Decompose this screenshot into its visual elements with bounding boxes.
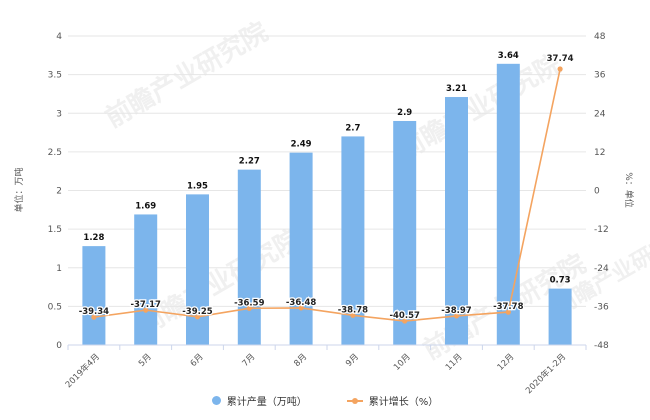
- legend-label-growth: 累计增长（%）: [368, 396, 439, 408]
- y2-tick-label: 24: [594, 109, 606, 119]
- y2-tick-label: 0: [594, 187, 600, 197]
- bar: [82, 246, 106, 345]
- line-series: [91, 66, 563, 324]
- line-point: [402, 318, 408, 324]
- bar-value-label: 3.21: [446, 84, 467, 94]
- watermark: 前瞻产业研究院: [393, 48, 566, 166]
- line-point: [91, 314, 97, 320]
- bar: [445, 97, 468, 345]
- x-tick-label: 8月: [292, 352, 309, 369]
- bar-value-label: 3.64: [498, 51, 519, 61]
- y2-tick-label: 48: [594, 32, 606, 42]
- watermark: 前瞻产业研究院: [133, 223, 306, 341]
- bar-value-label: 2.9: [397, 108, 412, 118]
- x-tick-label: 2019年4月: [63, 351, 102, 390]
- bar: [341, 136, 365, 345]
- bar: [134, 214, 158, 345]
- bar-series: [82, 63, 572, 346]
- y-tick-label: 3.5: [48, 71, 62, 81]
- line-value-label: -38.78: [338, 305, 368, 315]
- data-labels: 1.28 1.69 1.95 2.27 2.49 2.7 2.9 3.21 3.64 0.73 -3…: [77, 51, 574, 323]
- bar: [393, 120, 417, 345]
- bar: [289, 152, 313, 345]
- x-tick-label: 7月: [241, 352, 258, 369]
- y-tick-label: 1: [56, 264, 62, 274]
- bar: [237, 169, 261, 345]
- line-value-label: -39.25: [182, 307, 212, 317]
- y-tick-label: 1.5: [48, 225, 62, 235]
- bar-value-label: 1.28: [83, 233, 104, 243]
- legend-item-production[interactable]: 累计产量（万吨）: [211, 393, 307, 408]
- line-value-label: -37.78: [493, 302, 523, 312]
- x-tick-label: 10月: [392, 352, 413, 373]
- line-point: [350, 312, 356, 318]
- y-tick-label: 0: [56, 341, 62, 351]
- line-point: [453, 313, 460, 319]
- x-tick-label: 5月: [137, 352, 154, 369]
- y-tick-label: 3: [56, 109, 62, 119]
- line-point: [143, 307, 149, 313]
- bar-value-label: 0.73: [550, 276, 571, 286]
- line-value-label: 37.74: [547, 54, 574, 64]
- y2-tick-label: 12: [594, 148, 605, 158]
- line-point: [505, 309, 511, 315]
- line-point: [557, 66, 563, 72]
- line-value-label: -40.57: [389, 311, 419, 321]
- bar-value-label: 2.7: [345, 123, 360, 133]
- watermark: 前瞻产业研究院: [100, 16, 273, 134]
- x-tick-label: 6月: [189, 352, 206, 369]
- y-tick-label: 4: [56, 32, 62, 42]
- bar-value-label: 2.27: [239, 157, 260, 167]
- y2-tick-label: -48: [594, 341, 609, 351]
- line-value-label: -38.97: [441, 306, 471, 316]
- bar-value-label: 1.95: [187, 181, 208, 191]
- line-value-label: -37.17: [130, 300, 160, 310]
- legend-item-growth[interactable]: 累计增长（%）: [346, 393, 439, 408]
- bar: [548, 288, 572, 345]
- legend-swatch-bar: [211, 395, 221, 405]
- y2-tick-label: -12: [594, 225, 609, 235]
- x-tick-label: 9月: [344, 352, 361, 369]
- y-axis-title: 单位：万吨: [13, 167, 25, 212]
- x-tick-label: 12月: [496, 352, 517, 373]
- y-tick-label: 0.5: [48, 302, 62, 312]
- legend-label-production: 累计产量（万吨）: [226, 396, 307, 408]
- line-point: [194, 314, 201, 320]
- y2-tick-label: 36: [594, 71, 606, 81]
- line-value-label: -39.34: [79, 307, 109, 317]
- y-tick-label: 2.5: [48, 148, 62, 158]
- line-point: [298, 305, 304, 311]
- legend-swatch-line: [346, 396, 363, 405]
- bar-value-label: 2.49: [291, 140, 312, 150]
- legend: 累计产量（万吨） 累计增长（%）: [0, 390, 650, 410]
- growth-line: [93, 68, 561, 322]
- y2-tick-label: -36: [594, 302, 609, 312]
- y2-axis-title: %：单位: [623, 172, 635, 208]
- y2-tick-label: -24: [594, 264, 609, 274]
- bar: [186, 194, 209, 345]
- y-tick-label: 2: [56, 187, 62, 197]
- line-value-label: -36.48: [286, 298, 316, 308]
- bar: [496, 63, 520, 346]
- line-value-label: -36.59: [234, 298, 264, 308]
- line-point: [246, 305, 252, 311]
- bar-value-label: 1.69: [135, 201, 156, 211]
